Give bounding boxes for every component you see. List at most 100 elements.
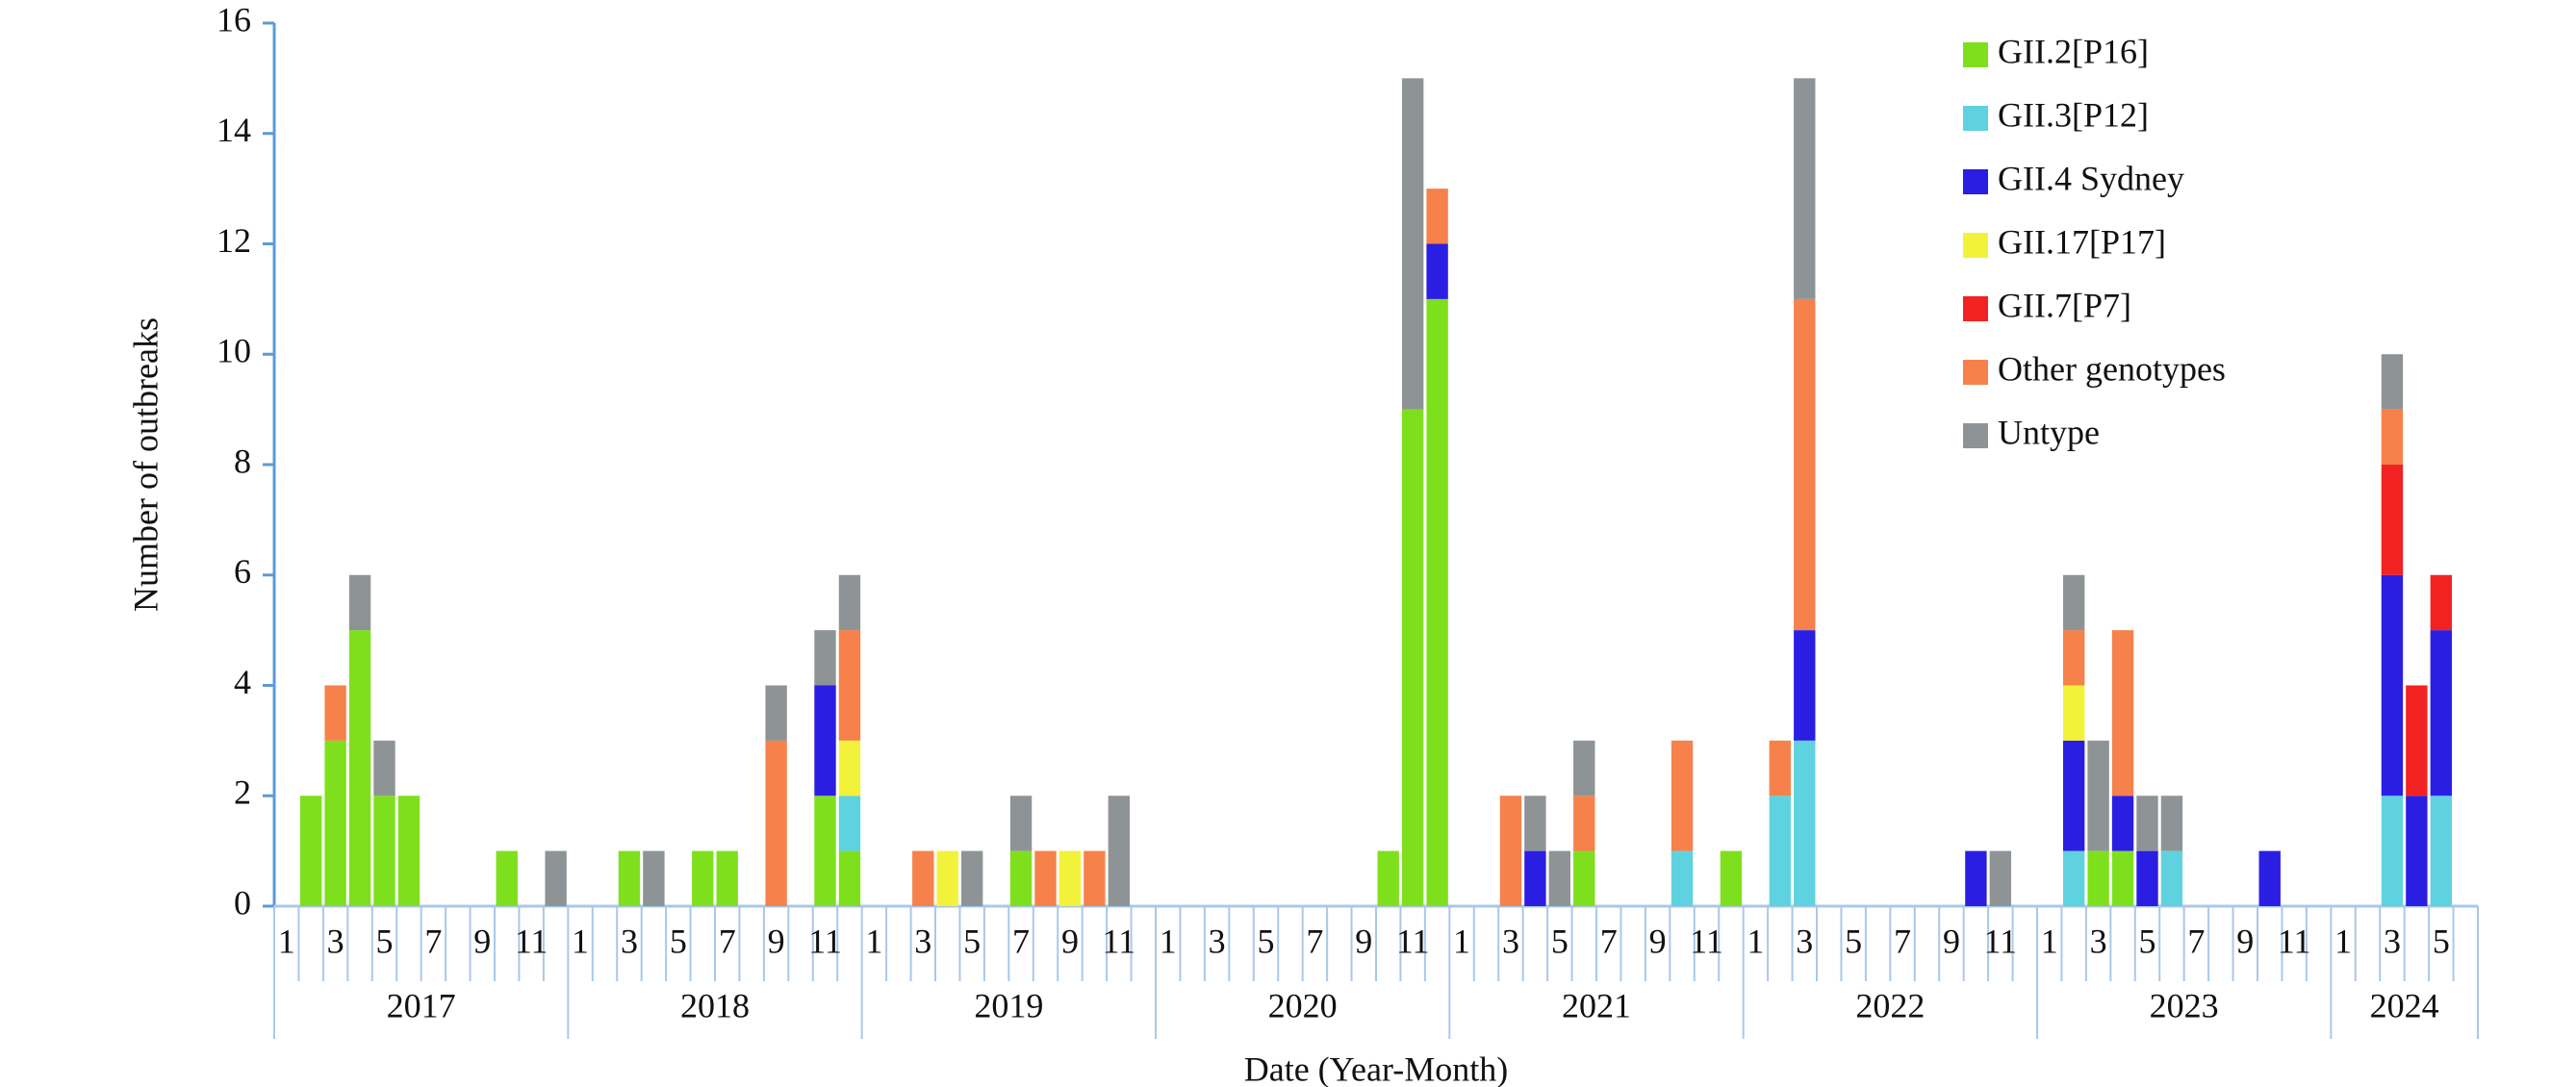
bar-segment bbox=[2111, 796, 2134, 851]
bar-segment bbox=[814, 685, 836, 796]
year-label: 2019 bbox=[974, 986, 1043, 1024]
bar-segment bbox=[1794, 298, 1816, 631]
x-tick-label: 3 bbox=[2384, 922, 2401, 960]
year-label: 2017 bbox=[387, 986, 456, 1024]
legend-label: Untype bbox=[1998, 413, 2100, 451]
bar-segment bbox=[1573, 796, 1595, 851]
x-tick-label: 3 bbox=[914, 922, 931, 960]
bar-segment bbox=[1401, 78, 1424, 410]
bar-segment bbox=[765, 740, 787, 906]
bar-segment bbox=[2381, 465, 2404, 575]
bar-segment bbox=[2406, 796, 2428, 906]
bar-segment bbox=[2062, 574, 2085, 631]
y-tick-label: 16 bbox=[217, 0, 251, 38]
bar-segment bbox=[1084, 850, 1106, 906]
x-tick-label: 5 bbox=[963, 922, 981, 960]
x-tick-label: 11 bbox=[1396, 922, 1430, 960]
bar-segment bbox=[348, 630, 371, 906]
x-tick-label: 5 bbox=[376, 922, 394, 960]
bar-segment bbox=[2430, 630, 2453, 796]
legend-swatch bbox=[1963, 169, 1988, 194]
bar-segment bbox=[2430, 796, 2453, 906]
legend-label: GII.17[P17] bbox=[1998, 222, 2166, 261]
year-label: 2021 bbox=[1562, 986, 1631, 1024]
x-tick-label: 5 bbox=[1845, 922, 1862, 960]
bar-segment bbox=[324, 685, 346, 741]
x-tick-label: 9 bbox=[1355, 922, 1372, 960]
x-tick-label: 5 bbox=[1551, 922, 1569, 960]
year-label: 2022 bbox=[1855, 986, 1925, 1024]
year-label: 2024 bbox=[2370, 986, 2439, 1024]
bar-segment bbox=[1794, 740, 1816, 906]
x-tick-label: 1 bbox=[865, 922, 882, 960]
x-tick-label: 9 bbox=[768, 922, 785, 960]
x-tick-label: 7 bbox=[1600, 922, 1618, 960]
bar-segment bbox=[643, 850, 665, 906]
year-label: 2020 bbox=[1268, 986, 1338, 1024]
bar-segment bbox=[1108, 796, 1131, 906]
bar-segment bbox=[960, 850, 983, 906]
x-tick-label: 7 bbox=[1306, 922, 1323, 960]
x-tick-label: 3 bbox=[327, 922, 344, 960]
x-tick-label: 1 bbox=[1160, 922, 1177, 960]
x-tick-label: 3 bbox=[1502, 922, 1519, 960]
bar-segment bbox=[2062, 685, 2085, 741]
x-tick-label: 11 bbox=[515, 922, 548, 960]
bar-segment bbox=[1548, 850, 1571, 906]
bar-segment bbox=[373, 740, 395, 796]
legend-label: Other genotypes bbox=[1998, 349, 2226, 388]
x-tick-label: 5 bbox=[2139, 922, 2156, 960]
x-tick-label: 9 bbox=[2236, 922, 2254, 960]
bar-segment bbox=[1965, 850, 1987, 906]
bar-segment bbox=[838, 740, 861, 796]
legend-swatch bbox=[1963, 106, 1988, 131]
legend-swatch bbox=[1963, 360, 1988, 385]
x-tick-label: 1 bbox=[1453, 922, 1470, 960]
x-tick-label: 1 bbox=[278, 922, 295, 960]
bar-segment bbox=[348, 574, 371, 631]
x-tick-label: 9 bbox=[1943, 922, 1960, 960]
bar-segment bbox=[1794, 78, 1816, 299]
legend-label: GII.4 Sydney bbox=[1998, 159, 2184, 197]
legend-label: GII.3[P12] bbox=[1998, 95, 2149, 134]
x-tick-label: 7 bbox=[1012, 922, 1030, 960]
bar-segment bbox=[1426, 189, 1448, 244]
legend-swatch bbox=[1963, 296, 1988, 321]
x-tick-label: 11 bbox=[1983, 922, 2017, 960]
bar-segment bbox=[2136, 796, 2158, 851]
bar-segment bbox=[2381, 796, 2404, 906]
x-tick-label: 5 bbox=[2433, 922, 2450, 960]
bar-segment bbox=[1671, 850, 1694, 906]
bar-segment bbox=[2062, 630, 2085, 686]
bar-segment bbox=[1989, 850, 2012, 906]
bar-segment bbox=[1769, 796, 1792, 906]
y-tick-label: 2 bbox=[234, 773, 251, 812]
bar-segment bbox=[2136, 850, 2158, 906]
bar-segment bbox=[324, 740, 346, 906]
bar-segment bbox=[545, 850, 567, 906]
bar-segment bbox=[496, 850, 518, 906]
bar-segment bbox=[2087, 850, 2109, 906]
bar-segment bbox=[1794, 630, 1816, 741]
year-label: 2023 bbox=[2150, 986, 2219, 1024]
bar-segment bbox=[2258, 850, 2281, 906]
x-tick-label: 9 bbox=[1649, 922, 1667, 960]
bar-segment bbox=[1524, 796, 1546, 851]
y-tick-label: 8 bbox=[234, 442, 251, 480]
x-tick-label: 7 bbox=[1894, 922, 1911, 960]
bar-segment bbox=[2111, 850, 2134, 906]
bar-segment bbox=[373, 796, 395, 906]
x-tick-label: 1 bbox=[2334, 922, 2352, 960]
x-tick-label: 3 bbox=[1209, 922, 1226, 960]
bar-segment bbox=[838, 850, 861, 906]
x-tick-label: 11 bbox=[1690, 922, 1723, 960]
bar-segment bbox=[765, 685, 787, 741]
bar-segment bbox=[1426, 243, 1448, 299]
x-tick-label: 1 bbox=[2041, 922, 2058, 960]
bar-segment bbox=[1009, 796, 1033, 851]
x-tick-label: 11 bbox=[1102, 922, 1135, 960]
bar-segment bbox=[2406, 685, 2428, 796]
bar-segment bbox=[2087, 740, 2109, 851]
x-tick-label: 1 bbox=[572, 922, 589, 960]
